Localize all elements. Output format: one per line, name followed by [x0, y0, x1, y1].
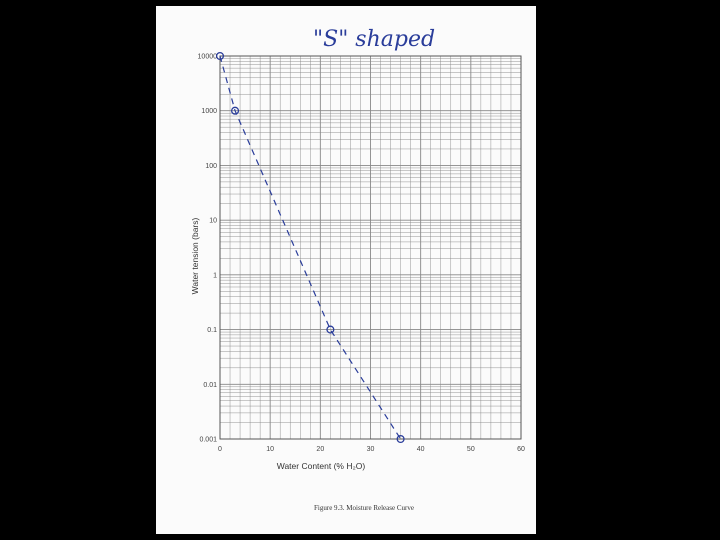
- x-axis-label: Water Content (% H₂O): [277, 461, 366, 471]
- y-tick-label: 0.001: [199, 437, 217, 444]
- x-tick-label: 50: [467, 446, 475, 453]
- data-point: [326, 325, 335, 334]
- data-point: [396, 434, 405, 444]
- y-axis-label: Water tension (bars): [190, 217, 200, 294]
- x-tick-label: 30: [367, 446, 375, 453]
- data-points: [215, 51, 405, 444]
- x-tick-label: 10: [266, 446, 274, 453]
- x-tick-label: 40: [417, 446, 425, 453]
- data-point: [215, 51, 225, 61]
- plot-frame: [219, 55, 522, 440]
- tick-labels: 0 10 20 30 40 50 60 0.001 0.01 0.1 1 10 100 1000 10000: [198, 54, 525, 454]
- scanned-paper: "S" shaped 0 10 20 30 40 50 60 0.001 0.01 0.1 1 10 1…: [156, 6, 536, 534]
- y-tick-label: 10: [209, 218, 217, 225]
- y-tick-label: 1: [213, 272, 217, 279]
- moisture-release-chart: "S" shaped 0 10 20 30 40 50 60 0.001 0.01 0.1 1 10 1…: [190, 27, 525, 512]
- x-tick-label: 0: [218, 446, 222, 453]
- data-point: [231, 106, 240, 115]
- y-tick-label: 100: [205, 163, 217, 170]
- grid: [219, 55, 522, 440]
- moisture-curve-line: [219, 55, 402, 440]
- y-tick-label: 10000: [198, 54, 218, 61]
- y-tick-label: 1000: [201, 108, 217, 115]
- x-tick-label: 60: [517, 446, 525, 453]
- x-tick-label: 20: [316, 446, 324, 453]
- handwritten-annotation: "S" shaped: [313, 27, 435, 52]
- y-tick-label: 0.1: [207, 327, 217, 334]
- figure-caption: Figure 9.3. Moisture Release Curve: [314, 504, 414, 512]
- y-tick-label: 0.01: [203, 382, 217, 389]
